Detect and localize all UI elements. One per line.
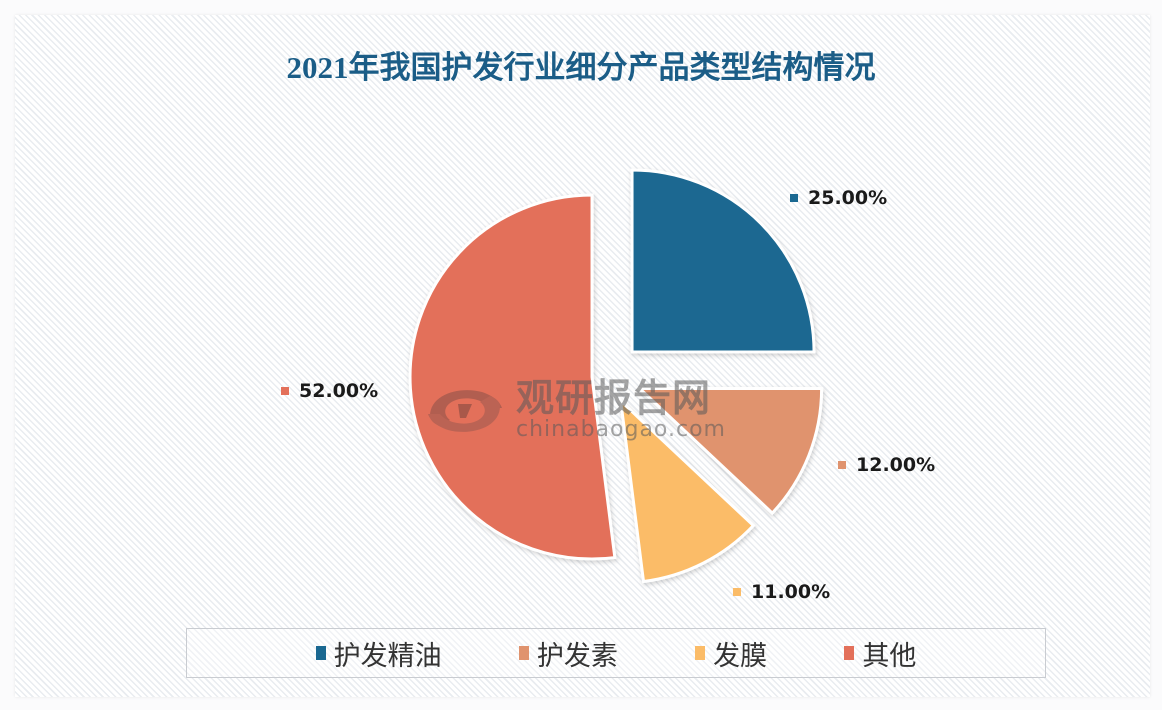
legend-swatch: [695, 646, 706, 660]
watermark-en: chinabaogao.com: [516, 417, 726, 442]
data-label-swatch: [838, 461, 846, 469]
pie-slice-other: [408, 193, 617, 561]
data-label-conditioner: 12.00%: [838, 454, 935, 476]
pie-slice-hair-oil: [630, 168, 816, 354]
legend-swatch: [315, 646, 326, 660]
data-label-hair-oil: 25.00%: [790, 187, 887, 209]
chart-title: 2021年我国护发行业细分产品类型结构情况: [286, 50, 876, 85]
legend-item-hair-oil[interactable]: 护发精油: [315, 634, 442, 673]
pie-slice-conditioner: [635, 387, 824, 516]
legend-item-conditioner[interactable]: 护发素: [518, 634, 618, 673]
data-label-hair-mask: 11.00%: [733, 581, 830, 603]
legend-item-other[interactable]: 其他: [844, 634, 916, 673]
watermark: 观研报告网 chinabaogao.com: [420, 378, 726, 442]
data-label-swatch: [281, 387, 289, 395]
chart-legend: 护发精油 护发素 发膜 其他: [186, 628, 1046, 678]
watermark-cn: 观研报告网: [516, 376, 712, 420]
data-label-other: 52.00%: [281, 380, 378, 402]
pie-slice-hair-mask: [618, 397, 756, 584]
legend-swatch: [844, 646, 855, 660]
data-label-swatch: [733, 588, 741, 596]
data-label-swatch: [790, 194, 798, 202]
watermark-logo-icon: [428, 390, 502, 432]
legend-swatch: [518, 646, 529, 660]
legend-item-hair-mask[interactable]: 发膜: [695, 634, 767, 673]
